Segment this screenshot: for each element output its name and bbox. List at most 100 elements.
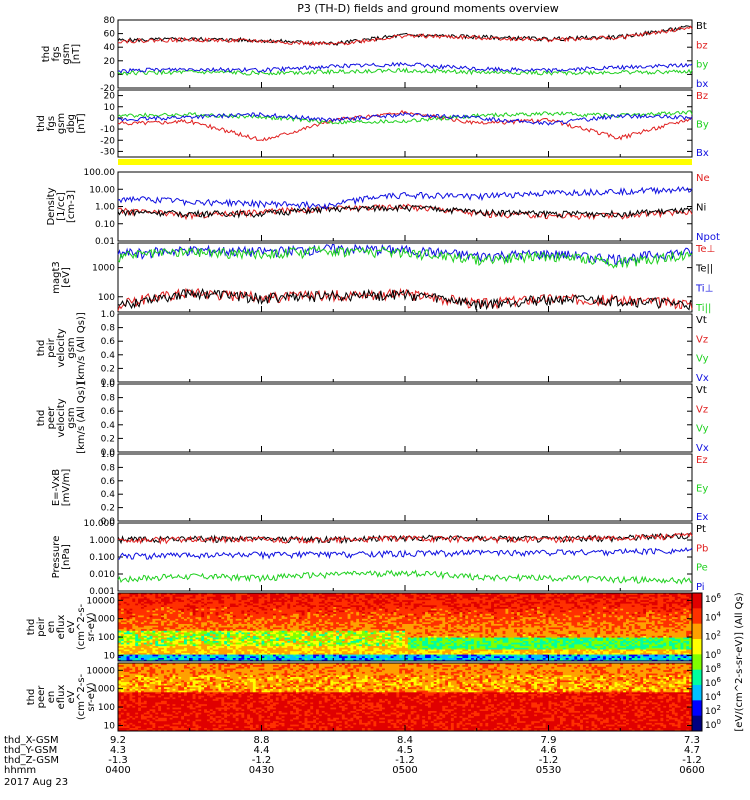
heatmap-cell (120, 611, 125, 614)
heatmap-cell (143, 623, 148, 626)
heatmap-cell (367, 623, 371, 626)
heatmap-cell (232, 647, 237, 650)
heatmap-cell (318, 615, 323, 618)
heatmap-cell (284, 627, 288, 630)
heatmap-cell (198, 649, 202, 652)
heatmap-cell (143, 655, 148, 658)
heatmap-cell (413, 633, 417, 636)
heatmap-cell (439, 652, 443, 655)
heatmap-cell (206, 593, 211, 596)
heatmap-cell (448, 638, 452, 641)
heatmap-cell (281, 627, 285, 630)
heatmap-cell (338, 610, 343, 613)
heatmap-cell (430, 649, 435, 652)
heatmap-cell (405, 659, 409, 662)
heatmap-cell (284, 638, 288, 641)
heatmap-cell (307, 623, 311, 626)
heatmap-cell (324, 604, 328, 607)
heatmap-cell (235, 659, 239, 662)
heatmap-cell (163, 611, 168, 614)
heatmap-cell (192, 659, 196, 662)
heatmap-cell (433, 627, 437, 630)
heatmap-cell (129, 623, 133, 626)
heatmap-cell (163, 606, 168, 609)
heatmap-cell (235, 604, 239, 607)
heatmap-cell (264, 623, 268, 626)
heatmap-cell (382, 596, 386, 599)
heatmap-cell (376, 657, 380, 660)
heatmap-cell (252, 610, 257, 613)
heatmap-cell (318, 608, 323, 611)
heatmap-cell (166, 623, 171, 626)
heatmap-cell (416, 635, 420, 638)
heatmap-cell (393, 652, 397, 655)
heatmap-cell (267, 601, 271, 604)
heatmap-cell (356, 623, 360, 626)
heatmap-cell (198, 645, 202, 648)
heatmap-cell (270, 635, 274, 638)
heatmap-cell (353, 659, 357, 662)
heatmap-cell (359, 596, 363, 599)
heatmap-cell (186, 593, 191, 596)
heatmap-cell (376, 593, 380, 596)
heatmap-cell (338, 654, 343, 657)
heatmap-cell (422, 604, 426, 607)
heatmap-cell (218, 594, 222, 597)
heatmap-cell (129, 652, 133, 655)
heatmap-cell (132, 623, 136, 626)
heatmap-cell (361, 618, 366, 621)
heatmap-cell (353, 593, 357, 596)
heatmap-cell (175, 644, 179, 647)
heatmap-cell (324, 618, 328, 621)
heatmap-cell (347, 655, 351, 658)
heatmap-cell (244, 628, 248, 631)
heatmap-cell (427, 633, 432, 636)
heatmap-cell (235, 645, 239, 648)
heatmap-cell (347, 621, 351, 624)
heatmap-cell (270, 603, 274, 606)
heatmap-cell (361, 620, 366, 623)
heatmap-cell (178, 611, 182, 614)
heatmap-cell (229, 611, 234, 614)
heatmap-cell (361, 647, 366, 650)
heatmap-cell (324, 613, 328, 616)
heatmap-cell (120, 637, 125, 640)
heatmap-cell (367, 633, 371, 636)
heatmap-cell (442, 657, 446, 660)
heatmap-cell (192, 620, 196, 623)
heatmap-cell (442, 593, 446, 596)
heatmap-cell (169, 623, 173, 626)
heatmap-cell (209, 642, 214, 645)
heatmap-cell (244, 616, 248, 619)
heatmap-cell (442, 649, 446, 652)
heatmap-cell (396, 620, 400, 623)
heatmap-cell (373, 649, 377, 652)
heatmap-cell (198, 633, 202, 636)
heatmap-cell (264, 611, 268, 614)
heatmap-cell (118, 628, 122, 631)
heatmap-cell (347, 638, 351, 641)
heatmap-cell (118, 635, 122, 638)
heatmap-cell (353, 650, 357, 653)
heatmap-cell (206, 655, 211, 658)
heatmap-cell (241, 633, 245, 636)
heatmap-cell (278, 598, 282, 601)
heatmap-cell (393, 625, 397, 628)
heatmap-cell (281, 645, 285, 648)
heatmap-cell (120, 628, 125, 631)
heatmap-cell (281, 613, 285, 616)
heatmap-cell (232, 637, 237, 640)
heatmap-cell (189, 652, 194, 655)
heatmap-cell (195, 640, 199, 643)
heatmap-cell (284, 599, 288, 602)
heatmap-cell (284, 645, 288, 648)
heatmap-cell (364, 604, 369, 607)
heatmap-cell (192, 601, 196, 604)
heatmap-cell (379, 615, 383, 618)
heatmap-cell (224, 654, 228, 657)
heatmap-cell (155, 599, 159, 602)
heatmap-cell (370, 657, 374, 660)
heatmap-cell (181, 604, 185, 607)
heatmap-cell (169, 611, 173, 614)
heatmap-cell (212, 657, 216, 660)
